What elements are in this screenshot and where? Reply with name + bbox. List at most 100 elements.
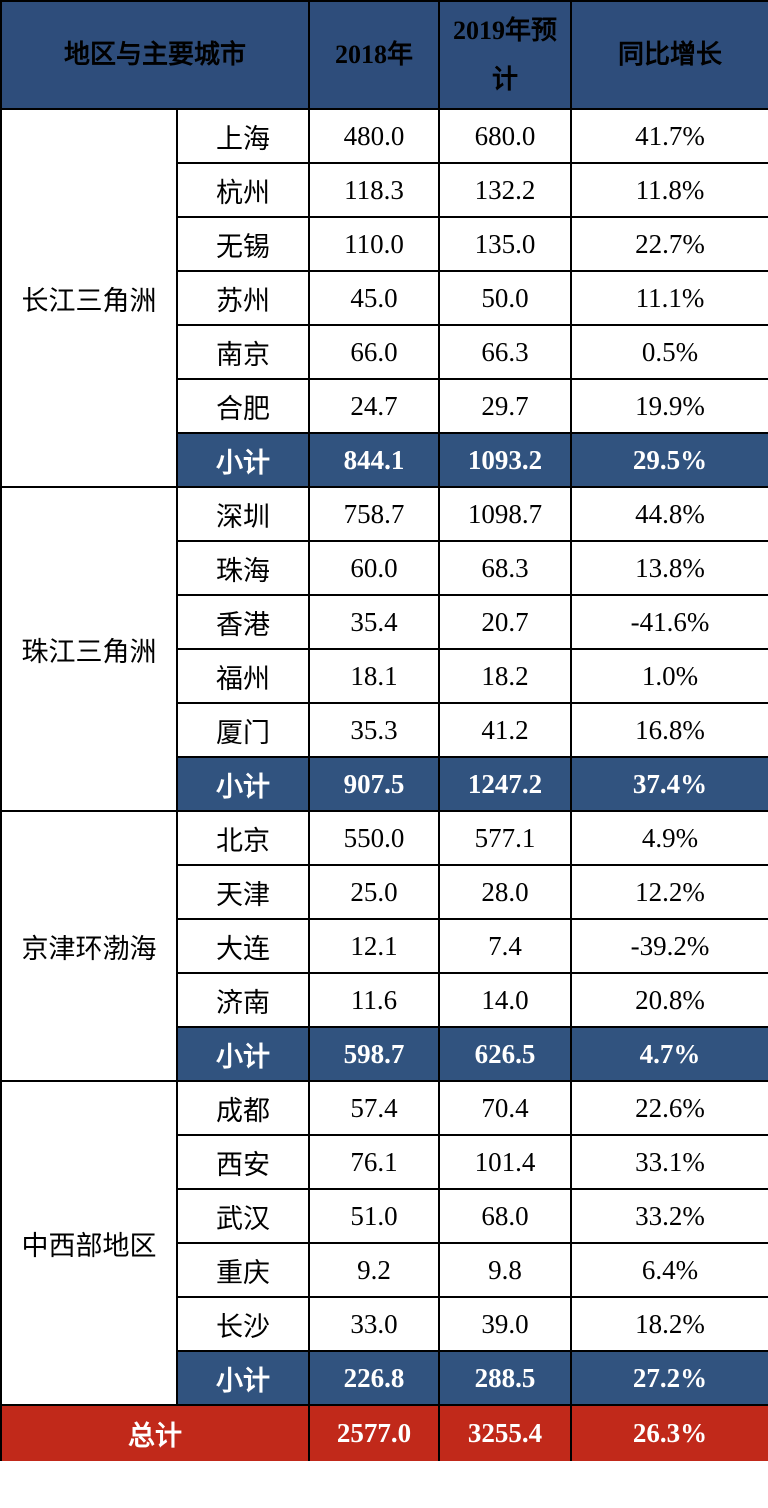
header-2018: 2018年 <box>308 0 441 110</box>
value-2019-cell: 577.1 <box>438 810 573 866</box>
city-row: 西安 76.1 101.4 33.1% <box>1 1134 768 1190</box>
city-cell: 大连 <box>175 918 311 974</box>
value-2019-cell: 18.2 <box>438 648 573 704</box>
growth-cell: 0.5% <box>570 324 768 380</box>
subtotal-2018-cell: 226.8 <box>308 1350 441 1406</box>
total-row: 总计 2577.0 3255.4 26.3% <box>0 1404 768 1461</box>
value-2018-cell: 60.0 <box>308 540 441 596</box>
city-cell: 重庆 <box>175 1242 311 1298</box>
growth-cell: 41.7% <box>570 108 768 164</box>
city-cell: 杭州 <box>175 162 311 218</box>
growth-cell: 20.8% <box>570 972 768 1028</box>
value-2018-cell: 25.0 <box>308 864 441 920</box>
growth-cell: 44.8% <box>570 486 768 542</box>
value-2019-cell: 50.0 <box>438 270 573 326</box>
header-2019: 2019年预计 <box>438 0 573 110</box>
subtotal-row: 小计 907.5 1247.2 37.4% <box>1 756 768 812</box>
city-cell: 天津 <box>175 864 311 920</box>
subtotal-row: 小计 226.8 288.5 27.2% <box>1 1350 768 1406</box>
value-2018-cell: 33.0 <box>308 1296 441 1352</box>
city-row: 长沙 33.0 39.0 18.2% <box>1 1296 768 1352</box>
growth-cell: 16.8% <box>570 702 768 758</box>
region-cell: 珠江三角洲 <box>0 486 178 812</box>
value-2018-cell: 66.0 <box>308 324 441 380</box>
value-2018-cell: 11.6 <box>308 972 441 1028</box>
value-2019-cell: 135.0 <box>438 216 573 272</box>
city-cell: 福州 <box>175 648 311 704</box>
subtotal-growth-cell: 4.7% <box>570 1026 768 1082</box>
city-row: 武汉 51.0 68.0 33.2% <box>1 1188 768 1244</box>
table-header: 地区与主要城市 2018年 2019年预计 同比增长 <box>0 0 768 110</box>
city-row: 香港 35.4 20.7 -41.6% <box>1 594 768 650</box>
subtotal-2019-cell: 626.5 <box>438 1026 573 1082</box>
total-2019-cell: 3255.4 <box>438 1404 573 1461</box>
city-cell: 深圳 <box>175 486 311 542</box>
value-2018-cell: 51.0 <box>308 1188 441 1244</box>
value-2018-cell: 57.4 <box>308 1080 441 1136</box>
city-cell: 长沙 <box>175 1296 311 1352</box>
table-body: 长江三角洲 上海 480.0 680.0 41.7% 杭州 118.3 132.2 11.8% 无… <box>0 108 768 1461</box>
value-2019-cell: 9.8 <box>438 1242 573 1298</box>
city-cell: 成都 <box>175 1080 311 1136</box>
city-row: 重庆 9.2 9.8 6.4% <box>1 1242 768 1298</box>
growth-cell: 33.1% <box>570 1134 768 1190</box>
city-row: 大连 12.1 7.4 -39.2% <box>1 918 768 974</box>
growth-cell: -41.6% <box>570 594 768 650</box>
city-row: 无锡 110.0 135.0 22.7% <box>1 216 768 272</box>
value-2019-cell: 7.4 <box>438 918 573 974</box>
value-2019-cell: 41.2 <box>438 702 573 758</box>
growth-cell: 1.0% <box>570 648 768 704</box>
value-2019-cell: 70.4 <box>438 1080 573 1136</box>
city-cell: 苏州 <box>175 270 311 326</box>
city-cell: 济南 <box>175 972 311 1028</box>
value-2018-cell: 35.3 <box>308 702 441 758</box>
subtotal-label-cell: 小计 <box>175 432 311 488</box>
value-2019-cell: 132.2 <box>438 162 573 218</box>
city-cell: 武汉 <box>175 1188 311 1244</box>
city-cell: 厦门 <box>175 702 311 758</box>
city-row: 中西部地区 成都 57.4 70.4 22.6% <box>0 1080 768 1406</box>
subtotal-growth-cell: 37.4% <box>570 756 768 812</box>
subtotal-label-cell: 小计 <box>175 1026 311 1082</box>
header-region-city: 地区与主要城市 <box>0 0 311 110</box>
value-2018-cell: 12.1 <box>308 918 441 974</box>
growth-cell: -39.2% <box>570 918 768 974</box>
value-2019-cell: 1098.7 <box>438 486 573 542</box>
header-growth: 同比增长 <box>570 0 768 110</box>
city-cell: 北京 <box>175 810 311 866</box>
growth-cell: 11.8% <box>570 162 768 218</box>
total-growth-cell: 26.3% <box>570 1404 768 1461</box>
city-cell: 合肥 <box>175 378 311 434</box>
growth-cell: 18.2% <box>570 1296 768 1352</box>
growth-cell: 19.9% <box>570 378 768 434</box>
subtotal-2019-cell: 1247.2 <box>438 756 573 812</box>
subtotal-2018-cell: 598.7 <box>308 1026 441 1082</box>
total-2018-cell: 2577.0 <box>308 1404 441 1461</box>
subtotal-2018-cell: 844.1 <box>308 432 441 488</box>
value-2018-cell: 45.0 <box>308 270 441 326</box>
city-row: 珠海 60.0 68.3 13.8% <box>1 540 768 596</box>
city-row: 济南 11.6 14.0 20.8% <box>1 972 768 1028</box>
growth-cell: 12.2% <box>570 864 768 920</box>
city-row: 南京 66.0 66.3 0.5% <box>1 324 768 380</box>
value-2019-cell: 101.4 <box>438 1134 573 1190</box>
value-2019-cell: 14.0 <box>438 972 573 1028</box>
growth-cell: 22.6% <box>570 1080 768 1136</box>
value-2019-cell: 29.7 <box>438 378 573 434</box>
subtotal-row: 小计 598.7 626.5 4.7% <box>1 1026 768 1082</box>
growth-cell: 6.4% <box>570 1242 768 1298</box>
city-cell: 珠海 <box>175 540 311 596</box>
subtotal-growth-cell: 27.2% <box>570 1350 768 1406</box>
city-row: 珠江三角洲 深圳 758.7 1098.7 44.8% <box>0 486 768 812</box>
city-cell: 无锡 <box>175 216 311 272</box>
subtotal-label-cell: 小计 <box>175 1350 311 1406</box>
growth-cell: 33.2% <box>570 1188 768 1244</box>
header-row: 地区与主要城市 2018年 2019年预计 同比增长 <box>0 0 768 110</box>
value-2018-cell: 480.0 <box>308 108 441 164</box>
total-label-cell: 总计 <box>0 1404 311 1461</box>
value-2018-cell: 9.2 <box>308 1242 441 1298</box>
city-row: 苏州 45.0 50.0 11.1% <box>1 270 768 326</box>
city-row: 合肥 24.7 29.7 19.9% <box>1 378 768 434</box>
value-2018-cell: 758.7 <box>308 486 441 542</box>
